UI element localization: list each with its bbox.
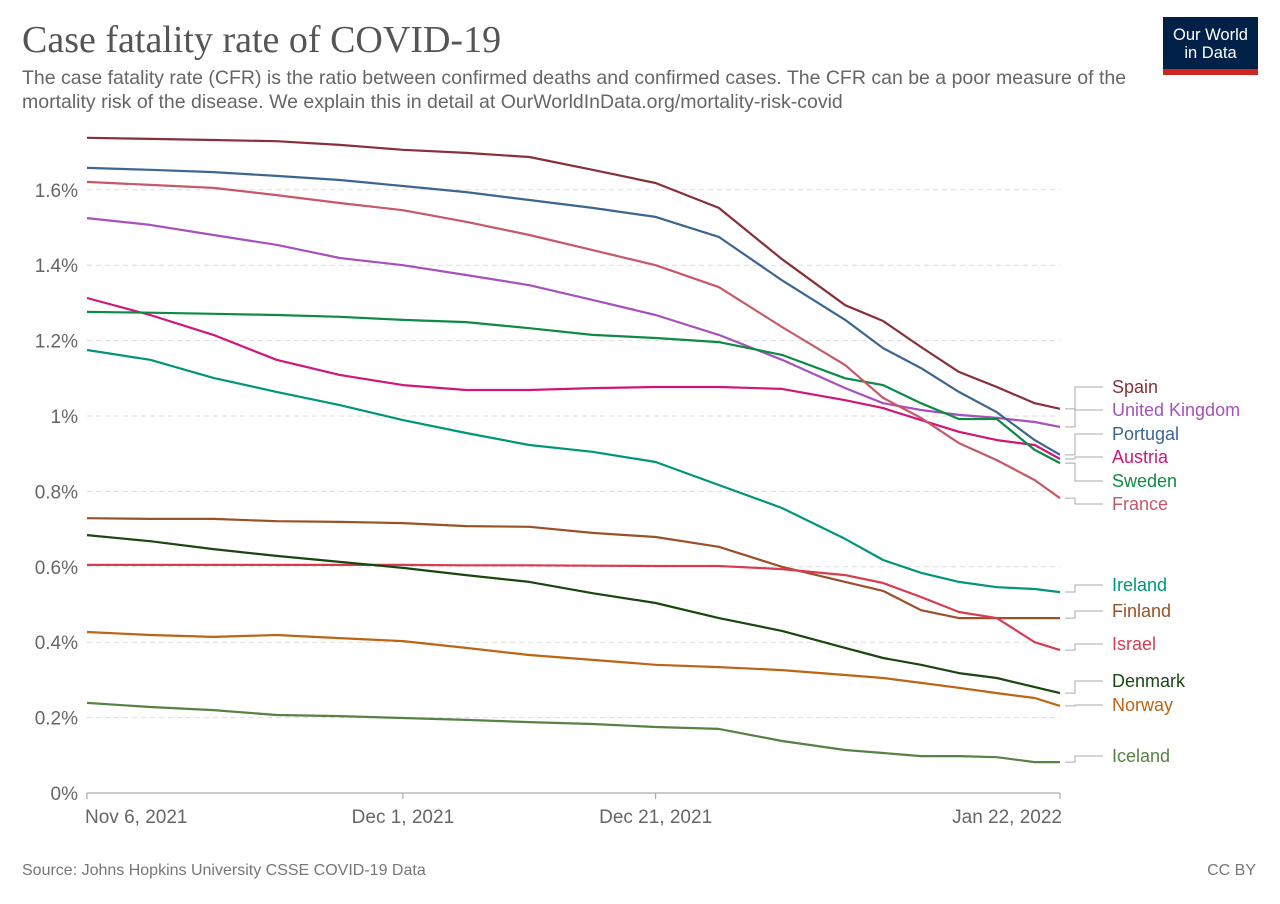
series-label-united-kingdom: United Kingdom xyxy=(1112,400,1240,420)
y-tick-label: 0.4% xyxy=(35,633,78,654)
label-connector xyxy=(1065,497,1103,505)
x-tick-label: Dec 21, 2021 xyxy=(599,807,712,828)
series-line-iceland xyxy=(86,701,1060,764)
series-line-austria xyxy=(86,296,1061,460)
label-connector xyxy=(1065,755,1103,763)
series-line-portugal xyxy=(86,166,1061,456)
series-line-spain xyxy=(86,136,1061,410)
y-tick-label: 0.8% xyxy=(35,482,78,503)
owid-logo[interactable]: Our World in Data xyxy=(1163,17,1258,75)
label-connector xyxy=(1065,584,1103,593)
series-line-denmark xyxy=(86,534,1061,695)
logo-line-1: Our World xyxy=(1173,26,1248,44)
license-link[interactable]: CC BY xyxy=(1207,862,1256,879)
series-label-france: France xyxy=(1112,494,1168,514)
series-label-sweden: Sweden xyxy=(1112,471,1177,491)
x-tick-label: Nov 6, 2021 xyxy=(85,807,187,828)
label-connector xyxy=(1065,610,1103,619)
logo-line-2: in Data xyxy=(1184,44,1237,62)
y-tick-label: 1.6% xyxy=(35,181,78,202)
logo-accent-bar xyxy=(1163,69,1258,75)
series-line-norway xyxy=(86,630,1061,707)
series-label-denmark: Denmark xyxy=(1112,671,1186,691)
y-tick-label: 0% xyxy=(51,784,79,805)
series-line-finland xyxy=(86,517,1060,620)
chart-title: Case fatality rate of COVID-19 xyxy=(22,19,502,61)
label-connector xyxy=(1065,386,1103,410)
y-tick-label: 1.2% xyxy=(35,332,78,353)
label-connector xyxy=(1065,643,1103,651)
source-note: Source: Johns Hopkins University CSSE CO… xyxy=(22,862,426,879)
series-line-israel xyxy=(87,563,1061,652)
series-label-iceland: Iceland xyxy=(1112,746,1170,766)
series-line-france xyxy=(86,180,1061,500)
series-label-austria: Austria xyxy=(1112,447,1169,467)
label-connector xyxy=(1065,704,1103,707)
y-tick-label: 1% xyxy=(51,407,79,428)
series-line-united-kingdom xyxy=(86,217,1061,428)
series-label-israel: Israel xyxy=(1112,634,1156,654)
label-connector xyxy=(1065,433,1103,456)
chart-subtitle: The case fatality rate (CFR) is the rati… xyxy=(22,67,1127,113)
series-label-finland: Finland xyxy=(1112,601,1171,621)
series-line-ireland xyxy=(86,348,1061,594)
y-tick-label: 0.2% xyxy=(35,709,78,730)
y-tick-label: 1.4% xyxy=(35,256,78,277)
label-connector xyxy=(1065,680,1103,694)
series-label-portugal: Portugal xyxy=(1112,424,1179,444)
series-label-ireland: Ireland xyxy=(1112,575,1167,595)
y-tick-label: 0.6% xyxy=(35,558,78,579)
x-tick-label: Dec 1, 2021 xyxy=(352,807,454,828)
label-connector xyxy=(1065,456,1103,460)
series-label-spain: Spain xyxy=(1112,377,1158,397)
x-tick-label: Jan 22, 2022 xyxy=(952,807,1062,828)
label-connector xyxy=(1065,409,1103,428)
label-connector xyxy=(1065,462,1103,482)
series-line-sweden xyxy=(86,310,1061,465)
series-label-norway: Norway xyxy=(1112,695,1173,715)
